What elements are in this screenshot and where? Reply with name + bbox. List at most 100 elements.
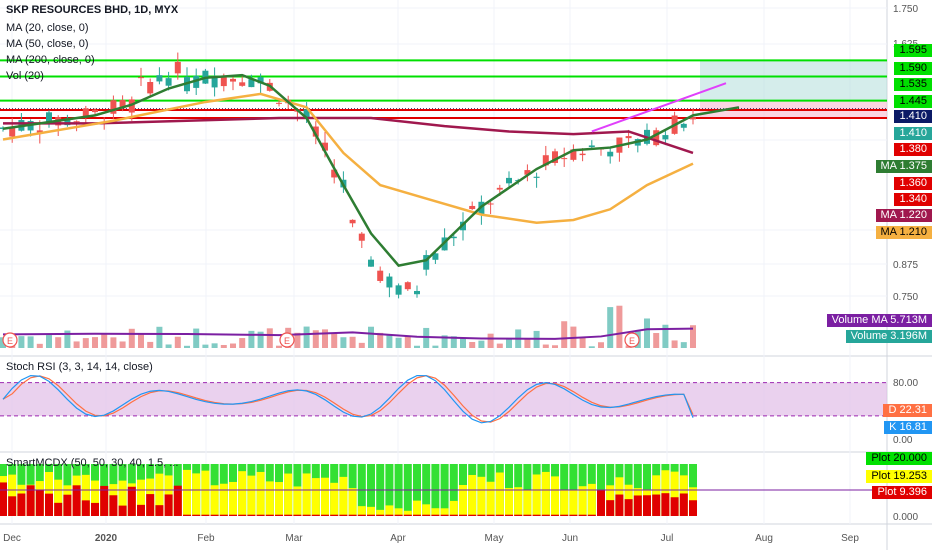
candle-body (230, 78, 236, 82)
mcdx-green-tag: Plot 20.000 (866, 452, 932, 465)
volume-bar (101, 333, 108, 348)
mcdx-yellow-bar (293, 486, 302, 516)
mcdx-red-bar (661, 493, 670, 516)
mcdx-red-bar (339, 514, 348, 516)
mcdx-yellow-bar (238, 471, 247, 516)
volume-bar (340, 337, 347, 348)
mcdx-yellow-tag: Plot 19.253 (866, 470, 932, 483)
mcdx-yellow-bar (275, 482, 283, 516)
volume-bar (211, 343, 218, 348)
volume-bar (110, 337, 117, 348)
mcdx-yellow-bar (495, 472, 504, 516)
mcdx-red-bar (265, 514, 274, 516)
ma200-legend[interactable]: MA (200, close, 0) (6, 54, 95, 66)
mcdx-red-bar (459, 514, 467, 516)
volume-bar (64, 330, 71, 348)
ma50-legend[interactable]: MA (50, close, 0) (6, 38, 89, 50)
candle-body (147, 81, 154, 94)
mcdx-red-bar (293, 514, 302, 516)
mcdx-yellow-bar (376, 509, 385, 516)
mcdx-red-bar (247, 514, 256, 516)
candle-body (395, 285, 402, 295)
stoch-k-tag: K 16.81 (884, 421, 932, 434)
mcdx-red-bar (541, 514, 550, 516)
volume-bar (303, 326, 310, 348)
date-axis-label: Jun (562, 533, 578, 544)
mcdx-yellow-bar (284, 473, 293, 516)
mcdx-red-bar (689, 500, 697, 516)
candle-body (469, 205, 476, 210)
mcdx-red-tag: Plot 9.396 (872, 486, 932, 499)
mcdx-red-bar (440, 514, 449, 516)
mcdx-legend[interactable]: SmartMCDX (50, 50, 30, 40, 1.5, ... (6, 457, 179, 469)
mcdx-yellow-bar (81, 474, 90, 516)
volume-bar (662, 324, 669, 348)
level-tag-1590: 1.590 (894, 62, 932, 75)
volume-bar (92, 337, 98, 348)
stoch-rsi-legend[interactable]: Stoch RSI (3, 3, 14, 14, close) (6, 361, 153, 373)
close-price-tag: 1.410 (894, 127, 932, 140)
volume-bar (331, 332, 338, 348)
mcdx-yellow-bar (210, 485, 219, 516)
mcdx-red-bar (256, 514, 265, 516)
candle-body (358, 233, 365, 241)
volume-bar (404, 336, 411, 348)
volume-bar (156, 326, 163, 348)
mcdx-yellow-bar (551, 476, 559, 516)
mcdx-red-bar (0, 482, 7, 516)
mcdx-yellow-bar (339, 476, 348, 516)
volume-bar (588, 346, 595, 348)
volume-bar (55, 337, 62, 348)
volume-bar (248, 330, 255, 348)
volume-bar (552, 345, 558, 348)
volume-bar (524, 338, 531, 348)
mcdx-red-bar (633, 495, 642, 516)
volume-bar (73, 341, 80, 348)
mcdx-red-bar (26, 485, 35, 516)
date-axis-label: 2020 (95, 533, 118, 544)
earnings-marker (279, 332, 295, 348)
mcdx-red-bar (587, 514, 596, 516)
candle-body (662, 135, 669, 140)
mcdx-yellow-bar (459, 485, 467, 516)
mcdx-red-bar (348, 514, 357, 516)
volume-ma-line (2, 327, 694, 340)
mcdx-yellow-bar (229, 481, 237, 516)
candle-body (690, 117, 696, 120)
volume-bar (128, 328, 135, 348)
stoch-axis-label: 0.00 (893, 435, 913, 446)
candle-body (92, 109, 98, 113)
mcdx-yellow-bar (8, 474, 17, 516)
mcdx-red-bar (210, 514, 219, 516)
mcdx-red-bar (560, 514, 569, 516)
stoch-axis-label: 80.00 (893, 378, 918, 389)
mcdx-yellow-bar (578, 486, 587, 516)
mcdx-red-bar (275, 514, 283, 516)
price-axis-label: 0.875 (893, 260, 918, 271)
mcdx-yellow-bar (192, 473, 201, 516)
mcdx-red-bar (422, 514, 431, 516)
candle-body (110, 100, 117, 114)
mcdx-yellow-bar (422, 504, 431, 516)
candle-body (552, 151, 558, 163)
volume-legend[interactable]: Vol (20) (6, 70, 44, 82)
volume-bar (414, 345, 420, 348)
mcdx-yellow-bar (311, 478, 320, 516)
mcdx-yellow-bar (670, 471, 679, 516)
candle-body (561, 158, 568, 160)
volume-tag: Volume 3.196M (845, 330, 932, 343)
date-axis[interactable]: Dec 2020 Feb Mar Apr May Jun Jul Aug Sep (3, 533, 859, 544)
mcdx-red-bar (376, 514, 385, 516)
mcdx-yellow-bar (661, 470, 670, 516)
ma50-value-tag: MA 1.210 (875, 226, 932, 239)
volume-bar (193, 328, 200, 348)
mcdx-red-bar (431, 514, 440, 516)
candle-body (533, 176, 540, 178)
mcdx-yellow-bar (403, 510, 412, 516)
volume-bar (276, 345, 282, 348)
candle-body (588, 145, 595, 148)
candle-body (119, 100, 126, 109)
ma20-legend[interactable]: MA (20, close, 0) (6, 22, 89, 34)
